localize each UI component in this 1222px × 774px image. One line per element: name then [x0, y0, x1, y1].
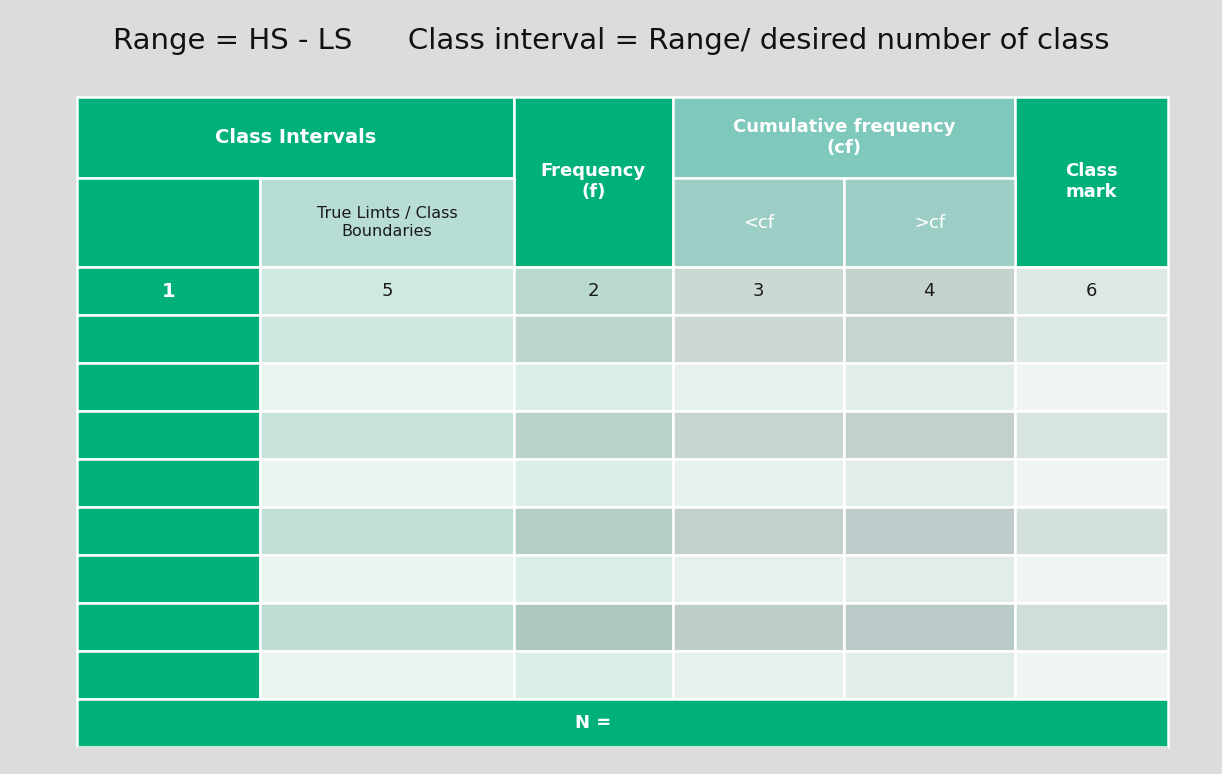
FancyBboxPatch shape: [513, 315, 673, 363]
Text: True Limts / Class
Boundaries: True Limts / Class Boundaries: [316, 207, 457, 238]
Text: N =: N =: [576, 714, 611, 732]
FancyBboxPatch shape: [673, 97, 1014, 178]
FancyBboxPatch shape: [77, 97, 513, 178]
FancyBboxPatch shape: [673, 363, 843, 411]
FancyBboxPatch shape: [260, 411, 513, 459]
FancyBboxPatch shape: [513, 603, 673, 651]
FancyBboxPatch shape: [843, 315, 1014, 363]
FancyBboxPatch shape: [513, 459, 673, 507]
FancyBboxPatch shape: [77, 459, 260, 507]
FancyBboxPatch shape: [673, 178, 843, 267]
Text: 2: 2: [588, 282, 599, 300]
Text: >cf: >cf: [914, 214, 945, 231]
FancyBboxPatch shape: [843, 267, 1014, 315]
FancyBboxPatch shape: [673, 459, 843, 507]
FancyBboxPatch shape: [513, 651, 673, 699]
FancyBboxPatch shape: [673, 555, 843, 603]
FancyBboxPatch shape: [843, 651, 1014, 699]
FancyBboxPatch shape: [77, 651, 260, 699]
FancyBboxPatch shape: [843, 178, 1014, 267]
FancyBboxPatch shape: [513, 555, 673, 603]
FancyBboxPatch shape: [260, 555, 513, 603]
FancyBboxPatch shape: [260, 315, 513, 363]
Text: 4: 4: [924, 282, 935, 300]
Text: 3: 3: [753, 282, 764, 300]
FancyBboxPatch shape: [77, 603, 260, 651]
FancyBboxPatch shape: [1014, 507, 1168, 555]
FancyBboxPatch shape: [77, 178, 260, 267]
FancyBboxPatch shape: [513, 267, 673, 315]
FancyBboxPatch shape: [77, 411, 260, 459]
FancyBboxPatch shape: [77, 507, 260, 555]
FancyBboxPatch shape: [673, 603, 843, 651]
FancyBboxPatch shape: [77, 699, 1168, 747]
FancyBboxPatch shape: [673, 411, 843, 459]
FancyBboxPatch shape: [260, 651, 513, 699]
FancyBboxPatch shape: [843, 603, 1014, 651]
FancyBboxPatch shape: [77, 363, 260, 411]
FancyBboxPatch shape: [1014, 97, 1168, 267]
FancyBboxPatch shape: [843, 555, 1014, 603]
FancyBboxPatch shape: [843, 411, 1014, 459]
FancyBboxPatch shape: [673, 507, 843, 555]
FancyBboxPatch shape: [843, 459, 1014, 507]
FancyBboxPatch shape: [77, 267, 260, 315]
FancyBboxPatch shape: [1014, 267, 1168, 315]
Text: Class Intervals: Class Intervals: [215, 128, 376, 147]
FancyBboxPatch shape: [260, 363, 513, 411]
Text: <cf: <cf: [743, 214, 774, 231]
FancyBboxPatch shape: [843, 363, 1014, 411]
FancyBboxPatch shape: [260, 507, 513, 555]
FancyBboxPatch shape: [1014, 603, 1168, 651]
Text: Range = HS - LS      Class interval = Range/ desired number of class: Range = HS - LS Class interval = Range/ …: [112, 27, 1110, 55]
FancyBboxPatch shape: [77, 555, 260, 603]
FancyBboxPatch shape: [673, 651, 843, 699]
FancyBboxPatch shape: [673, 267, 843, 315]
FancyBboxPatch shape: [1014, 555, 1168, 603]
FancyBboxPatch shape: [260, 178, 513, 267]
Text: Frequency
(f): Frequency (f): [540, 163, 645, 201]
FancyBboxPatch shape: [513, 411, 673, 459]
FancyBboxPatch shape: [77, 315, 260, 363]
FancyBboxPatch shape: [260, 603, 513, 651]
FancyBboxPatch shape: [513, 507, 673, 555]
Text: 1: 1: [163, 282, 176, 300]
FancyBboxPatch shape: [843, 507, 1014, 555]
FancyBboxPatch shape: [1014, 363, 1168, 411]
FancyBboxPatch shape: [1014, 651, 1168, 699]
Text: Cumulative frequency
(cf): Cumulative frequency (cf): [732, 118, 956, 157]
FancyBboxPatch shape: [513, 363, 673, 411]
FancyBboxPatch shape: [673, 315, 843, 363]
Text: 5: 5: [381, 282, 392, 300]
FancyBboxPatch shape: [1014, 315, 1168, 363]
FancyBboxPatch shape: [77, 747, 1168, 771]
Text: 6: 6: [1085, 282, 1097, 300]
FancyBboxPatch shape: [260, 267, 513, 315]
Text: Class
mark: Class mark: [1066, 163, 1118, 201]
FancyBboxPatch shape: [513, 97, 673, 267]
FancyBboxPatch shape: [1014, 459, 1168, 507]
FancyBboxPatch shape: [260, 459, 513, 507]
FancyBboxPatch shape: [1014, 411, 1168, 459]
